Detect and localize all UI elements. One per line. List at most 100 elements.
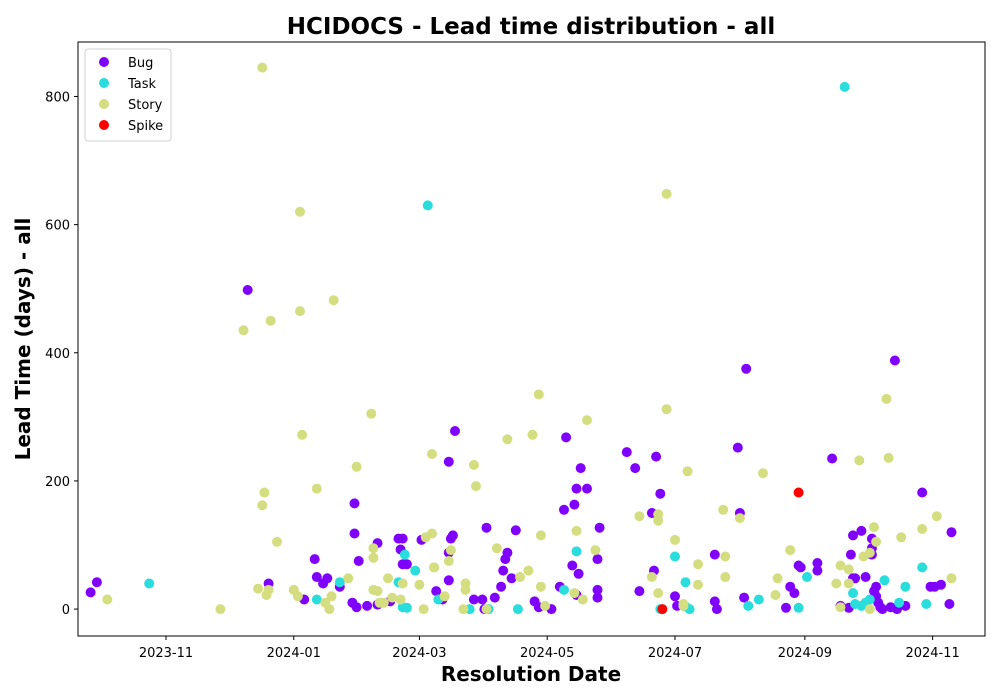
- data-point-story: [396, 595, 406, 605]
- data-point-story: [515, 572, 525, 582]
- legend-marker-task: [99, 78, 109, 88]
- data-point-story: [735, 513, 745, 523]
- data-point-story: [869, 522, 879, 532]
- data-point-story: [492, 543, 502, 553]
- data-point-story: [379, 598, 389, 608]
- data-point-story: [678, 599, 688, 609]
- data-point-bug: [789, 588, 799, 598]
- data-point-story: [253, 584, 263, 594]
- data-point-bug: [498, 566, 508, 576]
- data-point-task: [848, 588, 858, 598]
- data-point-task: [681, 577, 691, 587]
- data-point-story: [215, 604, 225, 614]
- data-point-bug: [576, 463, 586, 473]
- data-point-story: [882, 394, 892, 404]
- data-point-story: [917, 524, 927, 534]
- data-point-story: [259, 488, 269, 498]
- data-point-task: [572, 546, 582, 556]
- data-point-story: [272, 537, 282, 547]
- data-point-bug: [444, 457, 454, 467]
- data-point-story: [836, 602, 846, 612]
- x-tick-label: 2024-11: [905, 646, 959, 661]
- data-point-bug: [496, 582, 506, 592]
- data-point-story: [528, 430, 538, 440]
- legend-label-spike: Spike: [128, 119, 163, 134]
- data-point-bug: [812, 566, 822, 576]
- data-point-story: [366, 409, 376, 419]
- y-tick-label: 0: [62, 603, 70, 618]
- data-point-bug: [890, 356, 900, 366]
- data-point-task: [670, 552, 680, 562]
- data-point-story: [534, 389, 544, 399]
- data-point-story: [634, 511, 644, 521]
- data-point-story: [670, 535, 680, 545]
- data-point-bug: [354, 556, 364, 566]
- data-point-story: [469, 460, 479, 470]
- data-point-task: [743, 601, 753, 611]
- data-point-story: [257, 500, 267, 510]
- data-point-task: [423, 200, 433, 210]
- data-point-story: [427, 529, 437, 539]
- data-point-spike: [794, 488, 804, 498]
- data-point-story: [844, 564, 854, 574]
- y-tick-label: 600: [45, 219, 70, 234]
- data-point-story: [536, 530, 546, 540]
- legend-marker-story: [99, 99, 109, 109]
- data-point-task: [513, 604, 523, 614]
- data-point-story: [540, 601, 550, 611]
- data-point-bug: [848, 530, 858, 540]
- data-point-story: [324, 604, 334, 614]
- data-point-bug: [398, 534, 408, 544]
- data-point-bug: [796, 562, 806, 572]
- data-point-story: [831, 579, 841, 589]
- data-point-bug: [502, 548, 512, 558]
- data-point-story: [502, 434, 512, 444]
- data-point-story: [854, 455, 864, 465]
- data-point-story: [352, 462, 362, 472]
- data-point-story: [590, 545, 600, 555]
- chart-title: HCIDOCS - Lead time distribution - all: [287, 14, 775, 40]
- data-point-bug: [733, 443, 743, 453]
- data-point-bug: [861, 572, 871, 582]
- x-tick-label: 2024-03: [392, 646, 446, 661]
- data-point-task: [894, 598, 904, 608]
- data-point-story: [865, 604, 875, 614]
- data-point-story: [653, 588, 663, 598]
- data-point-task: [754, 595, 764, 605]
- data-point-story: [653, 516, 663, 526]
- data-point-story: [239, 325, 249, 335]
- data-point-bug: [310, 554, 320, 564]
- data-point-spike: [657, 604, 667, 614]
- data-point-bug: [350, 529, 360, 539]
- data-point-task: [402, 603, 412, 613]
- data-point-bug: [712, 604, 722, 614]
- data-point-task: [921, 599, 931, 609]
- data-point-story: [368, 553, 378, 563]
- data-point-bug: [871, 582, 881, 592]
- data-point-story: [683, 466, 693, 476]
- data-point-bug: [352, 602, 362, 612]
- data-point-bug: [944, 599, 954, 609]
- data-point-story: [312, 484, 322, 494]
- y-tick-label: 800: [45, 90, 70, 105]
- data-point-story: [444, 556, 454, 566]
- data-point-bug: [634, 586, 644, 596]
- data-point-bug: [490, 593, 500, 603]
- data-point-bug: [350, 498, 360, 508]
- data-point-bug: [622, 447, 632, 457]
- data-point-bug: [877, 604, 887, 614]
- legend-label-story: Story: [128, 98, 163, 113]
- data-point-bug: [482, 523, 492, 533]
- data-point-story: [458, 604, 468, 614]
- data-point-story: [758, 468, 768, 478]
- x-axis-label: Resolution Date: [441, 662, 621, 686]
- data-point-story: [647, 572, 657, 582]
- data-point-story: [102, 595, 112, 605]
- data-point-bug: [917, 488, 927, 498]
- data-point-task: [794, 603, 804, 613]
- data-point-bug: [846, 550, 856, 560]
- data-point-story: [297, 430, 307, 440]
- data-point-story: [429, 562, 439, 572]
- x-tick-label: 2024-07: [648, 646, 702, 661]
